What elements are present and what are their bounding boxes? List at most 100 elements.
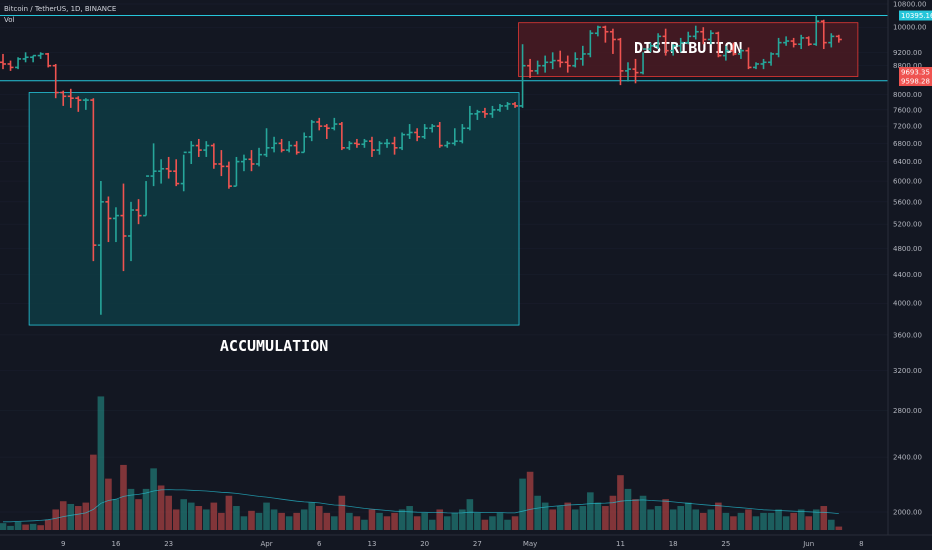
volume-bar <box>797 509 805 530</box>
time-tick-label: 9 <box>61 540 65 548</box>
volume-bar <box>828 519 835 530</box>
price-tick-label: 7200.00 <box>893 123 922 131</box>
distribution-zone <box>518 22 859 77</box>
volume-bar <box>496 512 504 530</box>
volume-bar <box>278 512 285 530</box>
price-tick-label: 3600.00 <box>893 331 922 339</box>
volume-bar <box>240 516 248 530</box>
ohlc-bar <box>90 98 97 262</box>
volume-bar <box>22 524 29 530</box>
volume-bar <box>541 502 549 530</box>
ohlc-bar <box>775 37 782 58</box>
volume-bar <box>150 468 157 530</box>
volume-bar <box>353 516 361 530</box>
volume-bar <box>120 464 127 530</box>
ohlc-bar <box>173 159 180 187</box>
ohlc-bar <box>737 49 744 59</box>
price-tick-label: 6000.00 <box>893 178 922 186</box>
volume-bar <box>142 488 150 530</box>
volume-bar <box>165 495 172 530</box>
volume-bar <box>59 501 67 530</box>
volume-bar <box>428 519 436 530</box>
volume-bar <box>745 509 752 530</box>
volume-bar <box>338 495 346 530</box>
time-tick-label: Apr <box>260 540 272 548</box>
ohlc-bar <box>376 141 383 155</box>
ohlc-bar <box>391 136 398 155</box>
ohlc-bar <box>753 62 759 70</box>
volume-bar <box>67 503 75 530</box>
ohlc-bar <box>594 25 601 37</box>
ohlc-bar <box>399 132 406 151</box>
ohlc-bar <box>128 201 135 262</box>
volume-bar <box>29 523 37 530</box>
ohlc-bar <box>429 124 436 133</box>
volume-bar <box>443 516 451 530</box>
ohlc-bar <box>52 63 59 99</box>
ohlc-bar <box>624 62 631 82</box>
zones: ACCUMULATION DISTRIBUTION <box>28 22 859 355</box>
volume-bar <box>737 512 745 530</box>
ohlc-bar <box>30 54 37 63</box>
ohlc-bar <box>835 34 842 43</box>
ohlc-bar <box>421 124 428 139</box>
volume-bar <box>82 502 90 530</box>
volume-bar <box>699 512 707 530</box>
volume-bar <box>459 509 466 530</box>
ohlc-bar <box>7 60 14 71</box>
volume-bar <box>391 512 398 530</box>
ohlc-bar <box>263 128 270 157</box>
volume-bar <box>255 512 263 530</box>
volume-bar <box>135 499 142 530</box>
volume-bar <box>323 512 331 530</box>
time-tick-label: 11 <box>616 540 625 548</box>
ohlc-bar <box>459 124 466 144</box>
price-tick-label: 4400.00 <box>893 271 922 279</box>
ohlc-bar <box>0 53 6 70</box>
volume-bar <box>233 506 240 530</box>
volume-bar <box>602 506 609 530</box>
volume-ma-line <box>3 489 839 523</box>
volume-bar <box>639 495 647 530</box>
ohlc-bar <box>602 25 609 43</box>
time-axis: 9 16 23 Apr 6 13 20 27 May 11 18 25 Jun 8 <box>0 534 932 548</box>
ohlc-bar <box>135 199 142 225</box>
ohlc-bar <box>828 33 835 48</box>
ohlc-bar <box>218 150 225 177</box>
volume-bar <box>669 509 677 530</box>
volume-bar <box>835 526 843 530</box>
ohlc-bar <box>805 36 812 46</box>
volume-bar <box>782 516 790 530</box>
volume-bar <box>187 502 195 530</box>
volume-bar <box>300 509 308 530</box>
accumulation-zone <box>28 92 520 326</box>
volume-bar <box>549 509 556 530</box>
price-tick-label: 5200.00 <box>893 221 922 229</box>
volume-bar <box>315 506 323 530</box>
price-tick-label: 8000.00 <box>893 91 922 99</box>
ohlc-bar <box>120 183 127 272</box>
last-price-tag-text: 9598.28 <box>901 78 930 86</box>
ohlc-bar <box>474 109 481 120</box>
price-levels <box>0 15 888 82</box>
volume-bar <box>157 485 165 530</box>
level-tag-bg <box>899 10 932 21</box>
time-tick-label: 13 <box>368 540 377 548</box>
ohlc-bar <box>722 45 729 61</box>
volume-bar <box>44 519 52 530</box>
ohlc-bar <box>338 121 345 151</box>
ohlc-bar <box>97 181 104 315</box>
time-tick-label: Jun <box>802 540 814 548</box>
ohlc-bar <box>436 121 443 148</box>
volume-bar <box>383 516 391 530</box>
chart-symbol-title: Bitcoin / TetherUS, 1D, BINANCE <box>4 5 117 13</box>
ohlc-bar <box>323 124 330 139</box>
volume-bar <box>75 506 82 530</box>
ohlc-bar <box>557 50 564 68</box>
ohlc-bar <box>406 124 413 139</box>
volume-bar <box>451 512 459 530</box>
volume-bar <box>752 516 760 530</box>
ohlc-bar <box>346 141 353 151</box>
ohlc-bar <box>301 132 308 154</box>
